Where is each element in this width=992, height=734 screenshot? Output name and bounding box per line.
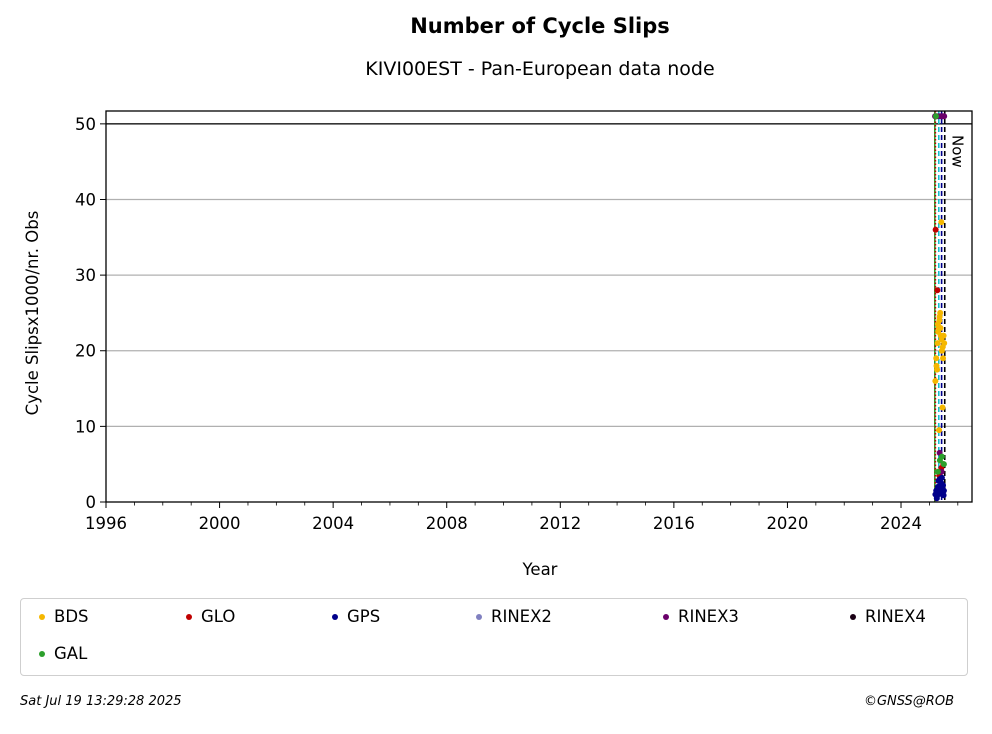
legend-item-glo: GLO <box>186 607 235 626</box>
data-point-gps <box>933 495 940 502</box>
legend-item-gal: GAL <box>39 644 87 663</box>
legend-marker <box>663 613 669 620</box>
data-point-bds <box>934 340 941 347</box>
data-point-bds <box>937 309 944 316</box>
legend-item-bds: BDS <box>39 607 89 626</box>
legend-item-rinex3: RINEX3 <box>663 607 739 626</box>
legend-label: BDS <box>54 607 89 626</box>
y-tick-label: 10 <box>75 417 96 436</box>
legend-label: RINEX4 <box>865 607 926 626</box>
x-tick-label: 1996 <box>85 514 127 533</box>
data-point-bds <box>936 427 943 434</box>
legend: BDS GLO GPS RINEX2 RINEX3 RINEX4 GAL <box>20 598 968 676</box>
y-tick-label: 50 <box>75 115 96 134</box>
timestamp: Sat Jul 19 13:29:28 2025 <box>20 694 182 709</box>
data-point-gps <box>938 474 945 481</box>
plot-frame <box>105 110 973 503</box>
legend-label: RINEX2 <box>491 607 552 626</box>
data-point-gal <box>932 113 939 120</box>
y-tick-label: 0 <box>86 493 97 512</box>
data-point-glo <box>934 287 941 294</box>
data-point-gps <box>940 492 947 499</box>
legend-label: GLO <box>201 607 236 626</box>
now-label: Now <box>949 135 967 168</box>
data-point-gal <box>934 468 941 475</box>
data-point-bds <box>934 321 941 328</box>
chart-subtitle: KIVI00EST - Pan-European data node <box>365 58 715 80</box>
legend-label: RINEX3 <box>678 607 739 626</box>
legend-label: GAL <box>54 644 88 663</box>
x-tick-label: 2012 <box>539 514 581 533</box>
data-point-glo <box>932 226 939 233</box>
data-point-bds <box>939 404 946 411</box>
legend-marker <box>186 613 192 620</box>
y-tick-label: 40 <box>75 190 96 209</box>
x-axis-label: Year <box>522 560 558 579</box>
legend-marker <box>332 613 338 620</box>
legend-item-gps: GPS <box>332 607 380 626</box>
chart-plot: 0 10 20 30 40 50 1996 2000 2004 2008 2012 2016 2020 2… <box>23 110 973 579</box>
chart-title: Number of Cycle Slips <box>410 14 670 38</box>
data-point-bds <box>938 219 945 226</box>
y-tick-label: 20 <box>75 342 96 361</box>
legend-item-rinex4: RINEX4 <box>850 607 926 626</box>
data-point-gal <box>938 453 945 460</box>
legend-marker <box>39 613 45 620</box>
copyright: ©GNSS@ROB <box>863 694 954 709</box>
x-tick-label: 2000 <box>199 514 241 533</box>
data-point-bds <box>933 355 940 362</box>
data-point-bds <box>934 366 941 373</box>
data-point-gal <box>940 461 947 468</box>
data-point-bds <box>939 343 946 350</box>
legend-marker <box>39 650 45 657</box>
x-tick-label: 2008 <box>426 514 468 533</box>
x-tick-label: 2024 <box>880 514 922 533</box>
data-point-rinex3 <box>941 113 948 120</box>
x-tick-label: 2020 <box>766 514 808 533</box>
legend-marker <box>850 613 856 620</box>
data-point-gps <box>940 482 947 489</box>
legend-item-rinex2: RINEX2 <box>476 607 552 626</box>
data-point-bds <box>940 355 947 362</box>
data-point-bds <box>932 377 939 384</box>
y-tick-label: 30 <box>75 266 96 285</box>
legend-label: GPS <box>347 607 381 626</box>
legend-marker <box>476 613 482 620</box>
x-tick-label: 2016 <box>653 514 695 533</box>
x-tick-label: 2004 <box>312 514 354 533</box>
data-point-bds <box>940 332 947 339</box>
y-axis-label: Cycle Slipsx1000/nr. Obs <box>23 211 42 416</box>
